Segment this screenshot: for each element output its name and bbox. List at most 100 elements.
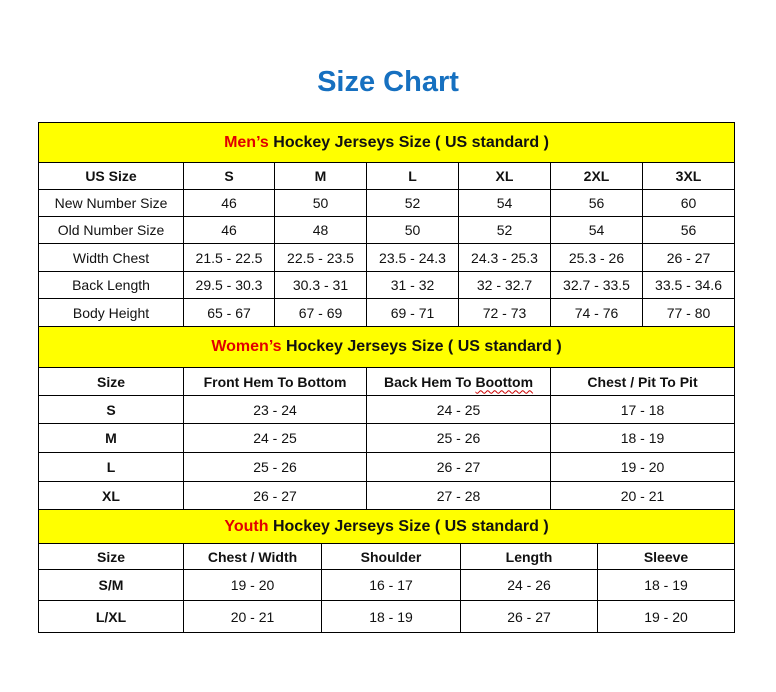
page-title: Size Chart — [317, 66, 459, 98]
youth-section-heading: Youth Hockey Jerseys Size ( US standard … — [37, 509, 736, 544]
table-cell: 46 — [183, 189, 275, 217]
column-header-cell: XL — [458, 162, 551, 190]
table-row: Old Number Size 46 48 50 52 54 56 — [38, 216, 736, 244]
column-header: Length — [505, 548, 553, 565]
cell-text: 22.5 - 23.5 — [287, 249, 354, 266]
column-header-cell: S — [183, 162, 275, 190]
cell-text: 32.7 - 33.5 — [563, 277, 630, 293]
table-cell: 77 - 80 — [641, 298, 736, 327]
cell-text: 17 - 18 — [620, 401, 665, 418]
cell-text: 54 — [588, 222, 605, 238]
heading-text: Hockey Jerseys Size ( US standard ) — [268, 517, 549, 535]
cell-text: 46 — [221, 222, 237, 238]
column-header: Chest / Width — [207, 548, 298, 565]
cell-text: 26 - 27 — [666, 249, 711, 266]
cell-text: 32 - 32.7 — [476, 277, 533, 293]
cell-text: 23.5 - 24.3 — [379, 249, 446, 266]
cell-text: 52 — [496, 222, 513, 238]
table-cell: 18 - 19 — [596, 569, 736, 601]
column-header-cell: Back Hem To Boottom — [366, 367, 551, 396]
cell-text: M — [105, 430, 117, 446]
column-header: Sleeve — [643, 548, 689, 565]
table-row: S 23 - 24 24 - 25 17 - 18 — [38, 395, 736, 424]
cell-text: 25 - 26 — [253, 459, 297, 475]
column-header-row: Size Front Hem To Bottom Back Hem To Boott… — [38, 367, 736, 396]
cell-text: 56 — [588, 195, 605, 211]
column-header: Size — [96, 548, 125, 565]
table-cell: 31 - 32 — [366, 271, 459, 299]
table-cell: 19 - 20 — [183, 569, 322, 601]
table-cell: 30.3 - 31 — [274, 271, 367, 299]
cell-text: 27 - 28 — [436, 487, 481, 504]
cell-text: 20 - 21 — [620, 487, 665, 504]
column-header-part: Back Hem To — [383, 373, 476, 390]
table-cell: 50 — [366, 216, 459, 244]
cell-text: Body Height — [72, 304, 150, 321]
cell-text: 24 - 25 — [436, 401, 481, 418]
cell-text: L/XL — [95, 608, 127, 625]
table-cell: 20 - 21 — [183, 600, 322, 633]
row-label: L/XL — [38, 600, 184, 633]
row-label: L — [38, 452, 184, 482]
cell-text: 50 — [404, 222, 421, 238]
table-cell: 20 - 21 — [549, 481, 736, 510]
heading-text: Hockey Jerseys Size ( US standard ) — [268, 133, 549, 151]
cell-text: 19 - 20 — [230, 577, 275, 593]
column-header-cell: Shoulder — [321, 543, 461, 570]
table-row: Body Height 65 - 67 67 - 69 69 - 71 72 - 73 7… — [38, 298, 736, 327]
table-row: Width Chest 21.5 - 22.5 22.5 - 23.5 23.5 - … — [38, 243, 736, 272]
cell-text: 26 - 27 — [507, 608, 551, 625]
cell-text: 31 - 32 — [390, 277, 435, 293]
cell-text: XL — [102, 487, 120, 504]
table-cell: 56 — [641, 216, 736, 244]
column-header-cell: Sleeve — [596, 543, 736, 570]
table-cell: 26 - 27 — [183, 481, 367, 510]
table-cell: 52 — [366, 189, 459, 217]
column-header-cell: Length — [460, 543, 598, 570]
cell-text: 74 - 76 — [574, 304, 619, 321]
table-row: Back Length 29.5 - 30.3 30.3 - 31 31 - 32 32… — [38, 271, 736, 299]
cell-text: 72 - 73 — [482, 304, 527, 321]
column-header-cell: L — [366, 162, 459, 190]
table-cell: 25 - 26 — [183, 452, 367, 482]
cell-text: 77 - 80 — [666, 304, 711, 321]
table-cell: 33.5 - 34.6 — [641, 271, 736, 299]
column-header: M — [314, 168, 327, 184]
table-cell: 19 - 20 — [596, 600, 736, 633]
table-cell: 25.3 - 26 — [550, 243, 643, 272]
heading-prefix: Men’s — [224, 133, 269, 151]
cell-text: 56 — [680, 222, 697, 238]
row-label: M — [38, 423, 184, 453]
cell-text: 26 - 27 — [253, 487, 297, 504]
cell-text: 26 - 27 — [436, 459, 481, 475]
table-cell: 23 - 24 — [183, 395, 367, 424]
column-header-cell: Size — [38, 367, 184, 396]
row-label: Old Number Size — [38, 216, 184, 244]
cell-text: 24 - 26 — [507, 577, 551, 593]
cell-text: 19 - 20 — [644, 608, 688, 625]
table-cell: 54 — [458, 189, 551, 217]
table-row: M 24 - 25 25 - 26 18 - 19 — [38, 423, 736, 453]
cell-text: 54 — [496, 195, 513, 211]
youth-size-table: Youth Hockey Jerseys Size ( US standard … — [37, 509, 736, 633]
table-row: S/M 19 - 20 16 - 17 24 - 26 18 - 19 — [38, 569, 736, 601]
column-header: Front Hem To Bottom — [203, 373, 347, 390]
row-label: New Number Size — [38, 189, 184, 217]
table-row: L/XL 20 - 21 18 - 19 26 - 27 19 - 20 — [38, 600, 736, 633]
women-section-heading: Women’s Hockey Jerseys Size ( US standar… — [37, 326, 736, 368]
cell-text: 18 - 19 — [644, 577, 688, 593]
cell-text: 16 - 17 — [369, 577, 413, 593]
cell-text: 48 — [312, 222, 329, 238]
spellcheck-underlined-word: Boottom — [475, 373, 534, 390]
table-cell: 24 - 25 — [183, 423, 367, 453]
row-label: Body Height — [38, 298, 184, 327]
column-header-cell: 2XL — [550, 162, 643, 190]
cell-text: 21.5 - 22.5 — [195, 249, 263, 266]
women-size-table: Women’s Hockey Jerseys Size ( US standar… — [37, 326, 736, 510]
column-header-cell: Chest / Pit To Pit — [549, 367, 736, 396]
cell-text: Old Number Size — [57, 222, 165, 238]
table-cell: 29.5 - 30.3 — [183, 271, 275, 299]
row-label: Back Length — [38, 271, 184, 299]
row-label: S/M — [38, 569, 184, 601]
column-header-row: US Size S M L XL 2XL 3XL — [38, 162, 736, 190]
